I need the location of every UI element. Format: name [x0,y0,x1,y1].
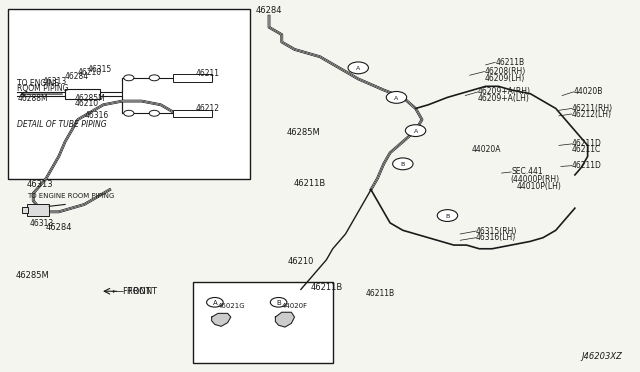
Text: $\longleftarrow$ FRONT: $\longleftarrow$ FRONT [109,285,158,296]
Polygon shape [212,313,231,326]
Text: 44020F: 44020F [282,303,308,309]
Text: 46288M: 46288M [17,94,48,103]
Text: DETAIL OF TUBE PIPING: DETAIL OF TUBE PIPING [17,120,107,129]
Circle shape [387,92,406,103]
Text: 46211B: 46211B [495,58,524,67]
Text: 46313: 46313 [30,219,54,228]
Text: 46316: 46316 [84,112,108,121]
Text: TO ENGINE: TO ENGINE [17,79,60,88]
Text: 46315(RH): 46315(RH) [476,227,518,235]
Text: 46285M: 46285M [15,271,49,280]
Circle shape [393,158,413,170]
Text: 46284: 46284 [256,6,282,15]
Bar [173,110,212,117]
Bar [27,205,49,215]
Text: 46210: 46210 [287,257,314,266]
Bar [65,89,100,99]
Text: B: B [401,162,405,167]
Text: 46210: 46210 [78,68,102,77]
Circle shape [124,110,134,116]
Text: 46210: 46210 [75,99,99,108]
Polygon shape [275,312,294,327]
Text: 46211D: 46211D [572,140,602,148]
Text: 46212(LH): 46212(LH) [572,109,612,119]
Circle shape [348,62,369,74]
Bar [173,74,212,81]
Text: 44020B: 44020B [573,87,603,96]
Circle shape [270,298,287,307]
Text: ROOM PIPING: ROOM PIPING [17,84,69,93]
Text: J46203XZ: J46203XZ [582,352,623,361]
Text: 46211(RH): 46211(RH) [572,104,613,113]
Circle shape [207,298,223,307]
Text: 46211C: 46211C [572,145,601,154]
Text: 46209+A(RH): 46209+A(RH) [478,87,531,96]
Text: (44000P(RH): (44000P(RH) [510,175,559,184]
Text: SEC.441: SEC.441 [511,167,543,176]
Bar [8,9,250,179]
Text: 46211B: 46211B [366,289,395,298]
Circle shape [437,210,458,221]
Bar [22,208,28,212]
Text: 46212: 46212 [196,105,220,113]
Text: 46285M: 46285M [286,128,320,137]
Text: 46209+A(LH): 46209+A(LH) [478,94,530,103]
Text: 46284: 46284 [65,71,89,81]
Circle shape [124,75,134,81]
Text: 44020A: 44020A [472,145,501,154]
Text: 46313: 46313 [27,180,54,189]
Text: 46211: 46211 [196,69,220,78]
Text: 44010P(LH): 44010P(LH) [516,182,561,190]
Text: 46208(RH): 46208(RH) [484,67,525,76]
Text: 46316(LH): 46316(LH) [476,233,516,242]
Text: 46313: 46313 [43,77,67,86]
Text: 46021G: 46021G [218,303,246,309]
Circle shape [149,75,159,81]
Text: 46284: 46284 [46,223,72,232]
Circle shape [149,110,159,116]
Text: A: A [394,96,399,100]
Circle shape [405,125,426,137]
Text: 46211B: 46211B [294,179,326,187]
Text: A: A [413,129,418,134]
Text: FRONT: FRONT [122,287,151,296]
Text: 46211B: 46211B [310,283,342,292]
Text: A: A [212,300,217,306]
Text: 46211D: 46211D [572,161,602,170]
Text: B: B [445,214,449,219]
Text: 46209(LH): 46209(LH) [484,74,525,83]
Text: 46285M: 46285M [75,94,106,103]
Text: B: B [276,300,281,306]
Text: TO ENGINE ROOM PIPING: TO ENGINE ROOM PIPING [27,193,115,199]
Bar [193,282,333,363]
Text: 46315: 46315 [88,64,112,74]
Text: A: A [356,66,360,71]
